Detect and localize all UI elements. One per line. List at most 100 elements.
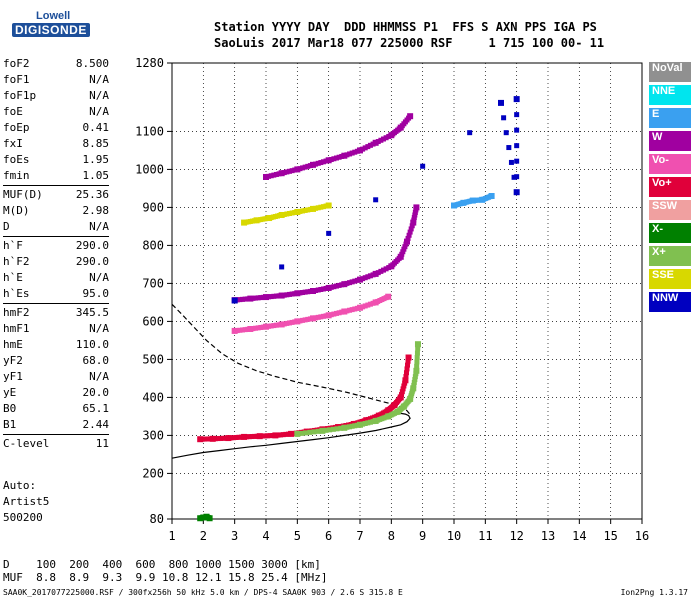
- software-version: Ion2Png 1.3.17: [620, 588, 688, 597]
- echo-point: [334, 310, 339, 316]
- echo-point: [400, 249, 406, 255]
- echo-point: [273, 322, 279, 328]
- echo-point: [412, 377, 418, 383]
- echo-point: [266, 323, 272, 329]
- legend-item: NoVal: [649, 62, 691, 82]
- echo-point: [265, 433, 271, 439]
- y-tick-label: 300: [142, 428, 164, 442]
- x-tick-label: 3: [231, 529, 238, 543]
- param-row: h`E N/A: [3, 270, 109, 286]
- echo-point: [305, 316, 311, 322]
- echo-point: [336, 282, 342, 288]
- echo-point: [334, 283, 339, 289]
- echo-point: [305, 163, 311, 169]
- echo-point: [334, 155, 339, 161]
- echo-point: [242, 296, 248, 302]
- param-name: yF1: [3, 370, 23, 383]
- echo-point: [349, 150, 355, 156]
- x-tick-label: 7: [356, 529, 363, 543]
- echo-point: [289, 210, 295, 216]
- echo-point: [403, 370, 409, 376]
- echo-point: [315, 160, 321, 166]
- distance-row: D 100 200 400 600 800 1000 1500 3000 [km…: [3, 558, 321, 571]
- param-name: foF2: [3, 57, 30, 70]
- param-row: yF1 N/A: [3, 369, 109, 385]
- y-tick-label: 1280: [135, 56, 164, 70]
- legend-item: NNE: [649, 85, 691, 105]
- echo-point: [287, 210, 292, 216]
- echo-point: [488, 193, 495, 199]
- echo-point: [367, 301, 373, 307]
- param-value: 290.0: [75, 239, 109, 252]
- legend-item: SSW: [649, 200, 691, 220]
- echo-point: [258, 295, 264, 301]
- echo-point: [467, 130, 473, 136]
- param-row: foE N/A: [3, 104, 109, 120]
- echo-point: [511, 174, 517, 180]
- echo-point: [289, 319, 295, 325]
- param-name: hmE: [3, 338, 23, 351]
- echo-point: [407, 229, 413, 235]
- header-values: SaoLuis 2017 Mar18 077 225000 RSF 1 715 …: [214, 36, 605, 50]
- echo-point: [236, 434, 242, 440]
- echo-point: [289, 291, 295, 297]
- plot-area: [171, 62, 643, 520]
- echo-point: [381, 267, 386, 273]
- echo-point: [411, 217, 417, 223]
- param-row: foEp 0.41: [3, 120, 109, 136]
- echo-point: [287, 320, 292, 326]
- echo-point: [360, 276, 366, 282]
- echo-point: [513, 189, 520, 196]
- param-name: yF2: [3, 354, 23, 367]
- echo-point: [305, 207, 311, 213]
- echo-point: [410, 385, 417, 392]
- param-name: hmF1: [3, 322, 30, 335]
- echo-point: [378, 268, 384, 274]
- x-tick-label: 1: [168, 529, 175, 543]
- data-marks: [197, 96, 520, 522]
- echo-point: [327, 427, 333, 433]
- file-info-footer: SAA0K_2017077225000.RSF / 300fx256h 50 k…: [3, 588, 403, 597]
- echo-point: [256, 433, 263, 440]
- x-tick-label: 13: [541, 529, 555, 543]
- echo-point: [313, 287, 319, 293]
- y-tick-label: 80: [150, 512, 164, 526]
- param-row: h`F2 290.0: [3, 254, 109, 270]
- echo-point: [409, 223, 415, 229]
- echo-point: [241, 433, 248, 440]
- echo-point: [402, 244, 408, 250]
- echo-point: [212, 436, 218, 442]
- echo-point: [246, 434, 252, 440]
- echo-point: [244, 434, 250, 440]
- param-row: h`F 290.0: [3, 238, 109, 254]
- echo-point: [352, 423, 358, 429]
- echo-point: [349, 423, 355, 429]
- param-value: 25.36: [75, 188, 109, 201]
- param-separator: [3, 236, 109, 237]
- echo-point: [397, 253, 404, 260]
- echo-point: [408, 226, 414, 232]
- echo-point: [218, 435, 224, 441]
- param-name: M(D): [3, 204, 30, 217]
- echo-point: [513, 96, 520, 103]
- echo-point: [325, 202, 332, 209]
- param-name: B1: [3, 418, 17, 431]
- echo-point: [325, 312, 332, 319]
- param-name: foF1p: [3, 89, 37, 102]
- echo-point: [294, 166, 301, 173]
- echo-point: [287, 291, 292, 297]
- echo-point: [405, 362, 411, 368]
- legend-item: Vo+: [649, 177, 691, 197]
- echo-point: [318, 286, 324, 292]
- echo-point: [271, 293, 277, 299]
- echo-point: [294, 208, 301, 215]
- echo-point: [297, 318, 303, 324]
- series-e: [451, 193, 495, 209]
- echo-point: [405, 235, 411, 241]
- echo-point: [242, 327, 248, 333]
- param-row: MUF(D) 25.36: [3, 187, 109, 203]
- param-row: fmin 1.05: [3, 168, 109, 184]
- echo-point: [284, 169, 290, 175]
- plot-frame: [171, 62, 643, 520]
- auto-program: Artist5: [3, 495, 50, 508]
